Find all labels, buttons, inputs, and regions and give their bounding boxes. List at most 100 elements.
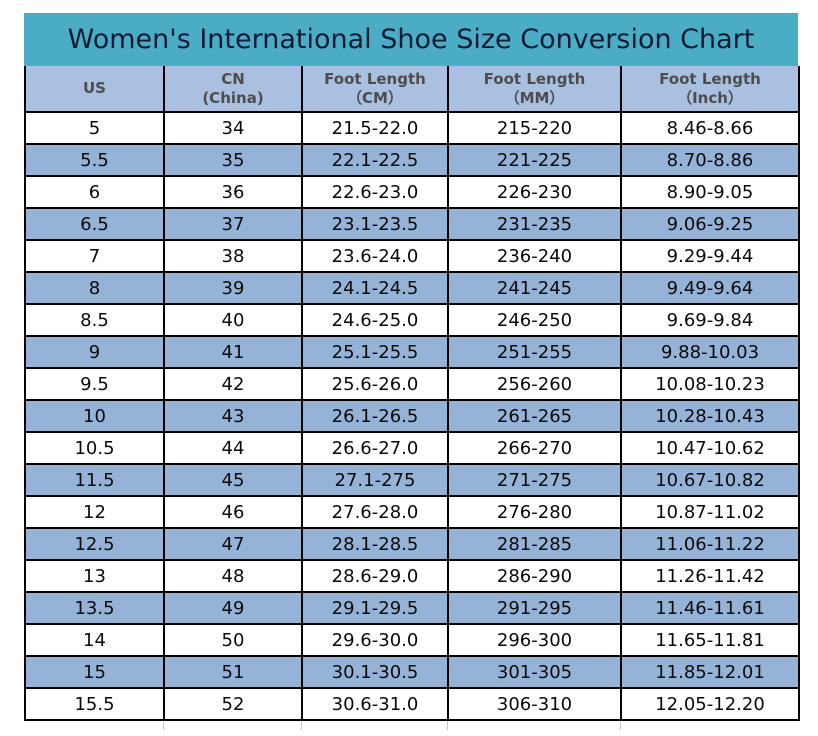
table-row: 6.5 37 23.1-23.5 231-235 9.06-9.25 — [24, 207, 800, 241]
table-cell: 8.5 — [24, 303, 165, 337]
table-cell: 246-250 — [447, 303, 622, 337]
table-row: 13.5 49 29.1-29.5 291-295 11.46-11.61 — [24, 591, 800, 625]
header-sublabel: (China) — [202, 88, 264, 107]
header-sublabel: （MM） — [504, 88, 565, 107]
gridline-stub — [620, 721, 621, 730]
table-cell: 8.90-9.05 — [620, 175, 800, 209]
header-label: CN — [221, 69, 245, 88]
table-cell: 13 — [24, 559, 165, 593]
table-cell: 271-275 — [447, 463, 622, 497]
table-cell: 23.6-24.0 — [301, 239, 449, 273]
table-cell: 241-245 — [447, 271, 622, 305]
table-row: 8.5 40 24.6-25.0 246-250 9.69-9.84 — [24, 303, 800, 337]
table-cell: 5.5 — [24, 143, 165, 177]
table-cell: 215-220 — [447, 111, 622, 145]
table-row: 5.5 35 22.1-22.5 221-225 8.70-8.86 — [24, 143, 800, 177]
table-cell: 30.1-30.5 — [301, 655, 449, 689]
table-cell: 221-225 — [447, 143, 622, 177]
table-cell: 226-230 — [447, 175, 622, 209]
table-cell: 29.1-29.5 — [301, 591, 449, 625]
table-cell: 10.87-11.02 — [620, 495, 800, 529]
table-cell: 34 — [163, 111, 303, 145]
table-cell: 11.65-11.81 — [620, 623, 800, 657]
table-cell: 13.5 — [24, 591, 165, 625]
table-cell: 26.6-27.0 — [301, 431, 449, 465]
header-label: Foot Length — [659, 69, 761, 88]
table-cell: 291-295 — [447, 591, 622, 625]
header-cell-cm: Foot Length （CM） — [301, 66, 449, 113]
table-row: 7 38 23.6-24.0 236-240 9.29-9.44 — [24, 239, 800, 273]
table-cell: 8.70-8.86 — [620, 143, 800, 177]
table-cell: 14 — [24, 623, 165, 657]
table-cell: 30.6-31.0 — [301, 687, 449, 721]
table-cell: 10.47-10.62 — [620, 431, 800, 465]
table-cell: 8.46-8.66 — [620, 111, 800, 145]
table-cell: 39 — [163, 271, 303, 305]
header-label: Foot Length — [483, 69, 586, 88]
table-cell: 10 — [24, 399, 165, 433]
table-row: 11.5 45 27.1-275 271-275 10.67-10.82 — [24, 463, 800, 497]
conversion-chart: Women's International Shoe Size Conversi… — [24, 13, 800, 731]
table-row: 12.5 47 28.1-28.5 281-285 11.06-11.22 — [24, 527, 800, 561]
table-row: 8 39 24.1-24.5 241-245 9.49-9.64 — [24, 271, 800, 305]
table-cell: 37 — [163, 207, 303, 241]
table-cell: 49 — [163, 591, 303, 625]
table-row: 9.5 42 25.6-26.0 256-260 10.08-10.23 — [24, 367, 800, 401]
table-cell: 25.1-25.5 — [301, 335, 449, 369]
table-cell: 266-270 — [447, 431, 622, 465]
table-cell: 251-255 — [447, 335, 622, 369]
table-cell: 261-265 — [447, 399, 622, 433]
table-cell: 22.6-23.0 — [301, 175, 449, 209]
table-cell: 43 — [163, 399, 303, 433]
table-header: US CN (China) Foot Length （CM） Foot Leng… — [24, 66, 800, 113]
table-cell: 9 — [24, 335, 165, 369]
gridline-stub — [163, 721, 164, 730]
table-cell: 44 — [163, 431, 303, 465]
table-cell: 50 — [163, 623, 303, 657]
table-cell: 11.85-12.01 — [620, 655, 800, 689]
conversion-table: US CN (China) Foot Length （CM） Foot Leng… — [24, 66, 800, 721]
table-cell: 256-260 — [447, 367, 622, 401]
table-cell: 5 — [24, 111, 165, 145]
chart-title-bar: Women's International Shoe Size Conversi… — [24, 13, 798, 66]
table-cell: 12.05-12.20 — [620, 687, 800, 721]
table-cell: 9.49-9.64 — [620, 271, 800, 305]
table-row: 6 36 22.6-23.0 226-230 8.90-9.05 — [24, 175, 800, 209]
table-cell: 8 — [24, 271, 165, 305]
table-row: 5 34 21.5-22.0 215-220 8.46-8.66 — [24, 111, 800, 145]
table-cell: 24.6-25.0 — [301, 303, 449, 337]
table-cell: 281-285 — [447, 527, 622, 561]
table-cell: 10.28-10.43 — [620, 399, 800, 433]
table-row: 13 48 28.6-29.0 286-290 11.26-11.42 — [24, 559, 800, 593]
table-cell: 10.5 — [24, 431, 165, 465]
table-cell: 6.5 — [24, 207, 165, 241]
table-cell: 9.5 — [24, 367, 165, 401]
header-cell-mm: Foot Length （MM） — [447, 66, 622, 113]
table-cell: 12 — [24, 495, 165, 529]
table-cell: 236-240 — [447, 239, 622, 273]
table-row: 10 43 26.1-26.5 261-265 10.28-10.43 — [24, 399, 800, 433]
table-cell: 21.5-22.0 — [301, 111, 449, 145]
table-cell: 28.6-29.0 — [301, 559, 449, 593]
table-cell: 11.5 — [24, 463, 165, 497]
table-cell: 9.06-9.25 — [620, 207, 800, 241]
header-cell-inch: Foot Length （Inch） — [620, 66, 800, 113]
gridline-stub — [447, 721, 448, 730]
table-cell: 22.1-22.5 — [301, 143, 449, 177]
table-cell: 27.1-275 — [301, 463, 449, 497]
table-cell: 35 — [163, 143, 303, 177]
table-cell: 27.6-28.0 — [301, 495, 449, 529]
header-cell-us: US — [24, 66, 165, 113]
table-cell: 286-290 — [447, 559, 622, 593]
table-cell: 38 — [163, 239, 303, 273]
table-cell: 9.29-9.44 — [620, 239, 800, 273]
table-cell: 11.46-11.61 — [620, 591, 800, 625]
table-row: 15 51 30.1-30.5 301-305 11.85-12.01 — [24, 655, 800, 689]
table-cell: 45 — [163, 463, 303, 497]
table-cell: 11.26-11.42 — [620, 559, 800, 593]
table-cell: 40 — [163, 303, 303, 337]
table-cell: 10.08-10.23 — [620, 367, 800, 401]
table-cell: 36 — [163, 175, 303, 209]
gridline-stubs — [24, 721, 798, 731]
